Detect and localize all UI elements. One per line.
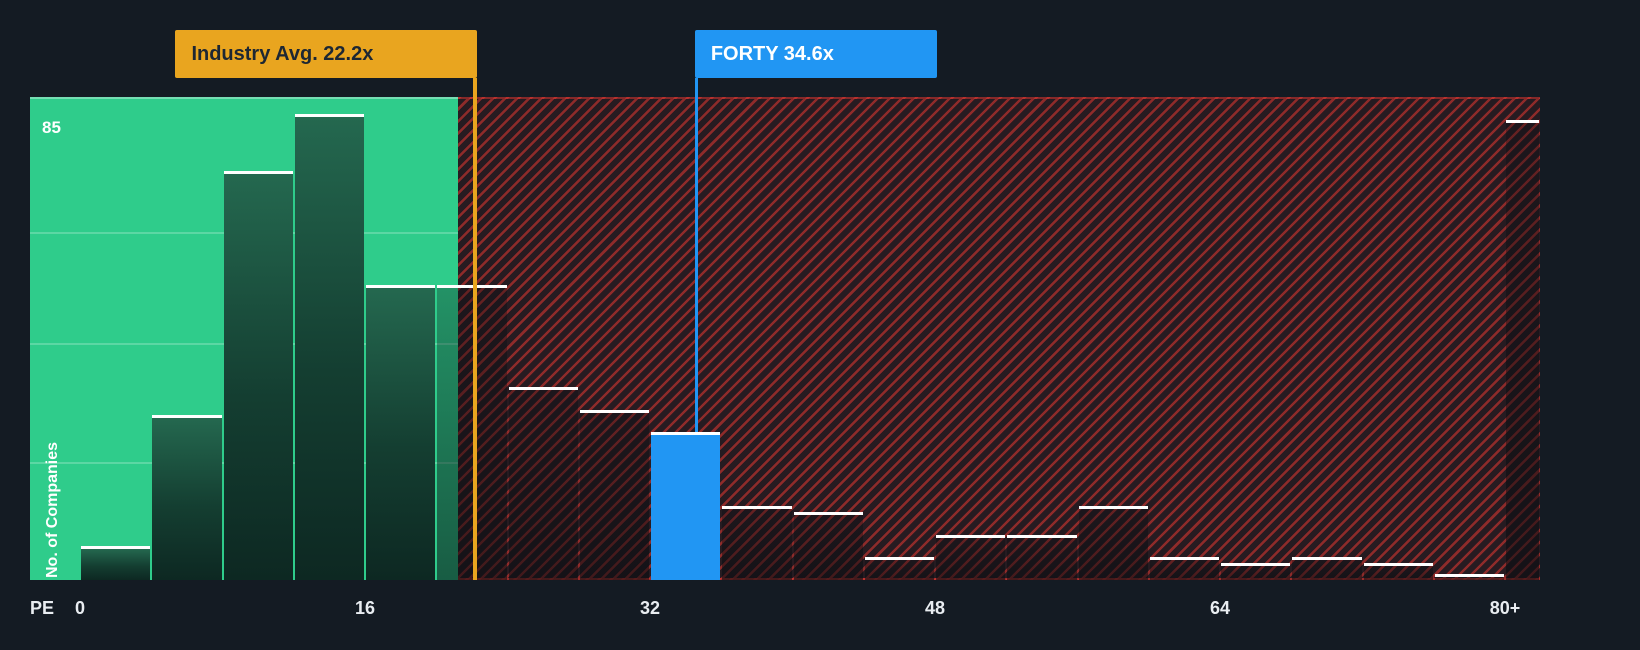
histogram-bar[interactable] [1078,506,1148,580]
histogram-bar[interactable] [437,284,507,580]
histogram-bar[interactable] [1007,534,1077,580]
industry-average-line [473,78,478,580]
histogram-bar[interactable] [223,170,293,580]
x-tick-label: 0 [74,598,86,618]
histogram-bar[interactable] [81,545,151,580]
y-axis-max-label: 85 [42,118,61,137]
histogram-bar[interactable] [1363,562,1433,580]
histogram-bar[interactable] [722,506,792,580]
x-axis-title: PE [30,598,55,618]
histogram-bar[interactable] [1506,119,1539,580]
histogram-bar[interactable] [864,557,934,580]
x-tick-label: 16 [354,598,376,618]
x-tick-label: 48 [924,598,946,618]
histogram-bar[interactable] [1149,557,1219,580]
histogram-bar[interactable] [936,534,1006,580]
company-bar[interactable] [651,432,721,580]
x-tick-label: 64 [1209,598,1231,618]
histogram-bar[interactable] [1434,574,1504,580]
histogram-bar[interactable] [152,415,222,580]
company-marker-line [694,78,698,433]
industry-average-callout: Industry Avg. 22.2x [175,30,478,78]
y-axis-title: No. of Companies [44,441,61,578]
histogram-bar[interactable] [508,386,578,580]
x-tick-label: 32 [639,598,661,618]
histogram-bar[interactable] [579,409,649,580]
histogram-bar[interactable] [793,511,863,580]
histogram-bar[interactable] [294,114,364,580]
company-marker-callout: FORTY 34.6x [694,30,937,78]
histogram-bar[interactable] [1292,557,1362,580]
histogram-bar[interactable] [1221,562,1291,580]
histogram-bar[interactable] [366,284,436,580]
x-tick-label: 80+ [1489,598,1521,618]
